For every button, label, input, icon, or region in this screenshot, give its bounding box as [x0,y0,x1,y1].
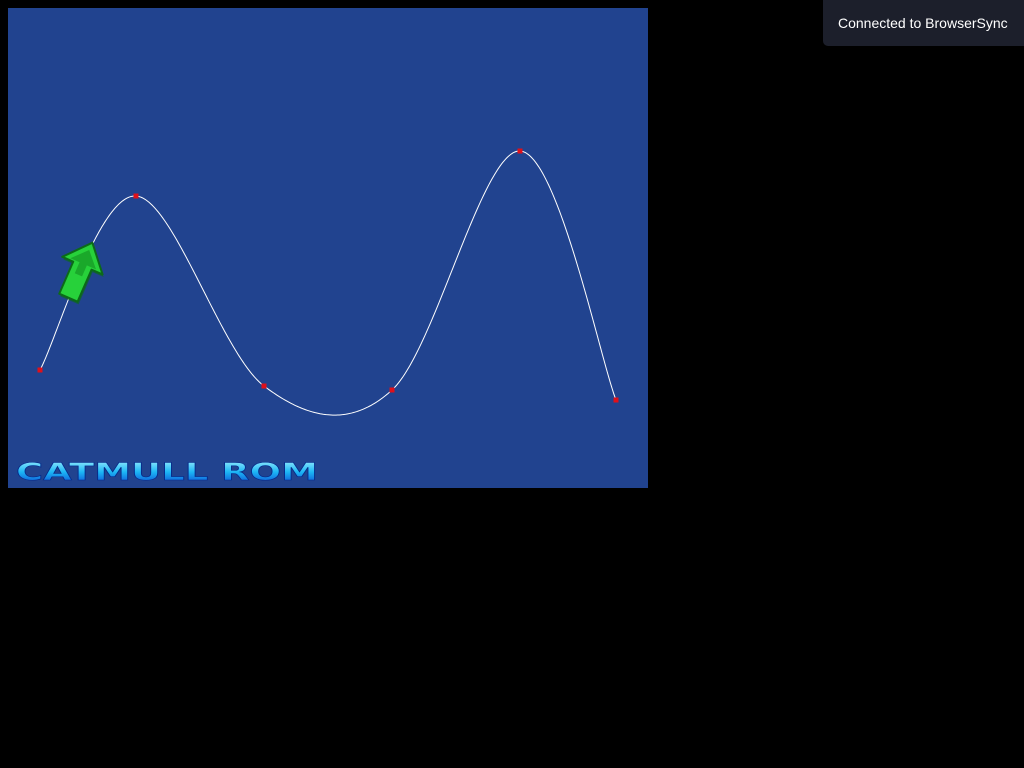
catmull-rom-curve [39,150,617,416]
control-point-1[interactable] [37,367,43,373]
control-point-5[interactable] [517,148,523,154]
catmull-rom-title: CATMULL ROM [16,458,318,486]
arrow-sprite [58,241,104,305]
game-canvas[interactable]: CATMULL ROM [8,8,648,488]
scene-svg: CATMULL ROM [16,148,619,486]
control-point-4[interactable] [389,387,395,393]
control-point-3[interactable] [261,383,267,389]
notification-text: Connected to BrowserSync [838,15,1008,31]
control-point-6[interactable] [613,397,619,403]
control-points [37,148,619,403]
arrow-highlight [70,250,97,277]
control-point-2[interactable] [133,193,139,199]
browsersync-notification: Connected to BrowserSync [823,0,1024,46]
